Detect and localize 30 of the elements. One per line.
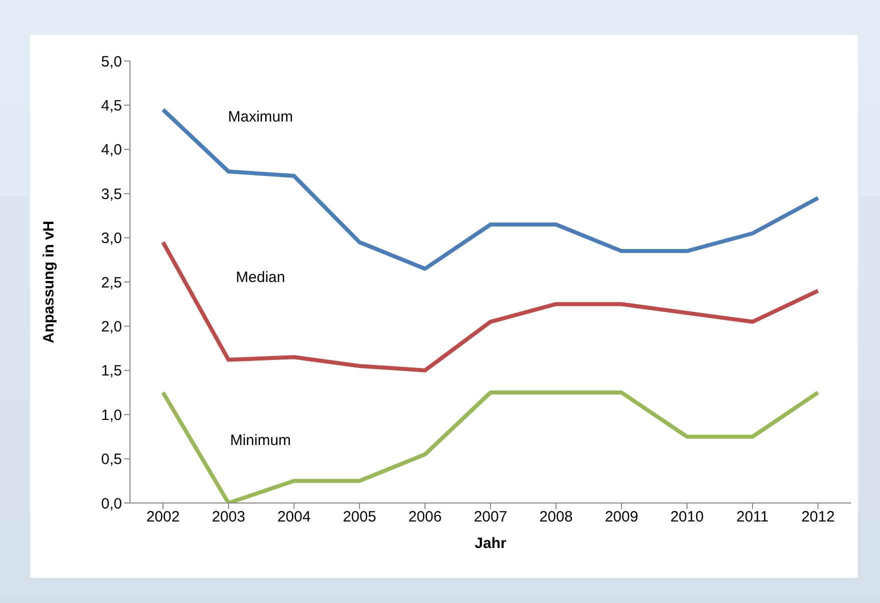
x-tick-label: 2011	[736, 508, 769, 526]
y-tick-label: 4,0	[101, 142, 122, 159]
y-tick-label: 2,0	[101, 318, 122, 336]
x-tick-label: 2012	[801, 508, 835, 526]
y-tick-label: 3,0	[101, 230, 122, 248]
x-tick-label: 2003	[212, 508, 246, 526]
x-tick-label: 2010	[670, 508, 704, 526]
x-tick-label: 2008	[539, 508, 573, 526]
text: Maximum	[228, 108, 294, 126]
line-series	[161, 240, 820, 372]
line-series	[161, 108, 820, 271]
x-tick-label: 2009	[604, 508, 638, 526]
y-tick-label: 3,5	[101, 186, 122, 203]
y-tick-label: 5,0	[101, 53, 122, 70]
x-tick-label: 2002	[146, 508, 180, 526]
y-axis-title: Anpassung in vH	[40, 220, 58, 344]
x-tick-label: 2005	[342, 508, 376, 526]
y-tick-label: 4,5	[101, 98, 122, 115]
y-tick-label: 1,5	[101, 362, 122, 380]
x-axis-title: Jahr	[474, 535, 507, 552]
line-series	[161, 390, 820, 503]
y-tick-label: 0,0	[101, 495, 122, 512]
x-tick-label: 2006	[408, 508, 442, 526]
y-tick-label: 0,5	[101, 451, 122, 468]
y-tick-label: 1,0	[101, 406, 122, 424]
series-label: Minimum	[230, 432, 291, 449]
y-tick-label: 2,5	[101, 274, 122, 292]
x-tick-label: 2004	[277, 508, 311, 526]
x-tick-label: 2007	[474, 508, 508, 526]
text: Median	[236, 268, 286, 286]
